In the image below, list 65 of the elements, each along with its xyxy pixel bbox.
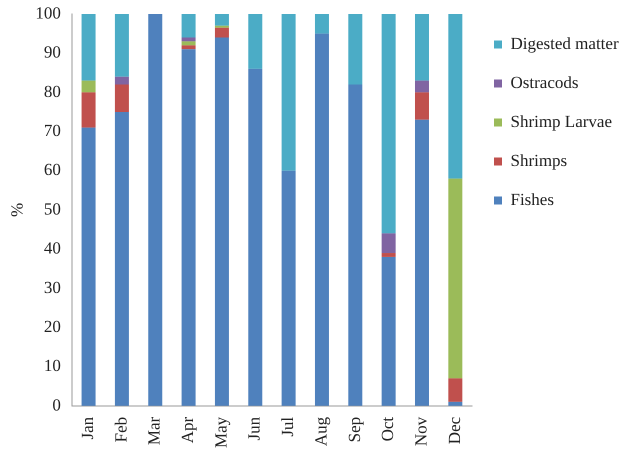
legend-label: Ostracods — [510, 72, 578, 92]
bar — [182, 45, 196, 50]
y-tick-label: 70 — [44, 121, 61, 140]
bar — [82, 80, 96, 92]
bar — [182, 38, 196, 42]
bar — [114, 84, 129, 112]
x-tick-label: Jan — [78, 416, 98, 440]
x-tick-label: Apr — [178, 416, 198, 444]
legend-label: Shrimps — [510, 150, 568, 170]
bar — [382, 14, 396, 234]
x-tick-label: Jun — [244, 416, 264, 440]
bar — [282, 170, 296, 406]
x-tick-label: May — [211, 416, 230, 448]
x-tick-label: Feb — [111, 416, 130, 442]
bar — [414, 120, 429, 406]
bar — [214, 14, 229, 26]
bar — [182, 41, 196, 46]
bar — [148, 14, 162, 406]
bar — [214, 38, 229, 406]
bar — [448, 14, 462, 179]
y-tick-label: 80 — [44, 82, 61, 101]
bar — [448, 178, 462, 378]
x-tick-label: Dec — [444, 416, 464, 444]
x-tick-label: Jul — [278, 416, 298, 437]
y-tick-label: 10 — [44, 356, 61, 376]
bar — [182, 14, 196, 38]
bar — [414, 80, 429, 92]
bar — [82, 92, 96, 128]
y-tick-label: 50 — [44, 199, 61, 218]
bar — [414, 14, 429, 81]
y-tick-label: 40 — [44, 238, 61, 258]
bar — [114, 14, 129, 77]
bar — [348, 84, 362, 406]
bar — [382, 256, 396, 406]
legend-label: Fishes — [510, 190, 554, 209]
legend-label: Shrimp Larvae — [510, 112, 612, 131]
y-tick-label: 100 — [35, 3, 61, 22]
y-axis-title: % — [8, 202, 27, 218]
bar — [214, 28, 229, 38]
bar — [382, 253, 396, 257]
bar — [114, 76, 129, 85]
bar — [182, 49, 196, 406]
bar — [314, 14, 329, 34]
bar — [82, 14, 96, 81]
legend-label: Digested matter — [510, 34, 619, 53]
bar — [414, 92, 429, 120]
bar — [314, 34, 329, 406]
bar — [382, 233, 396, 254]
bar — [448, 378, 462, 402]
y-tick-label: 60 — [44, 160, 61, 180]
x-tick-label: Mar — [144, 416, 164, 446]
bar — [348, 14, 362, 85]
x-tick-label: Aug — [311, 416, 330, 446]
x-tick-label: Oct — [378, 416, 398, 442]
bar — [282, 14, 296, 171]
y-tick-label: 30 — [44, 278, 61, 297]
bar — [248, 68, 262, 406]
bar — [114, 112, 129, 406]
y-tick-label: 0 — [52, 395, 61, 414]
bar — [248, 14, 262, 69]
y-tick-label: 90 — [44, 42, 61, 62]
y-tick-label: 20 — [44, 316, 61, 336]
bar — [82, 128, 96, 406]
x-tick-label: Sep — [344, 416, 364, 442]
x-tick-label: Nov — [411, 416, 430, 446]
